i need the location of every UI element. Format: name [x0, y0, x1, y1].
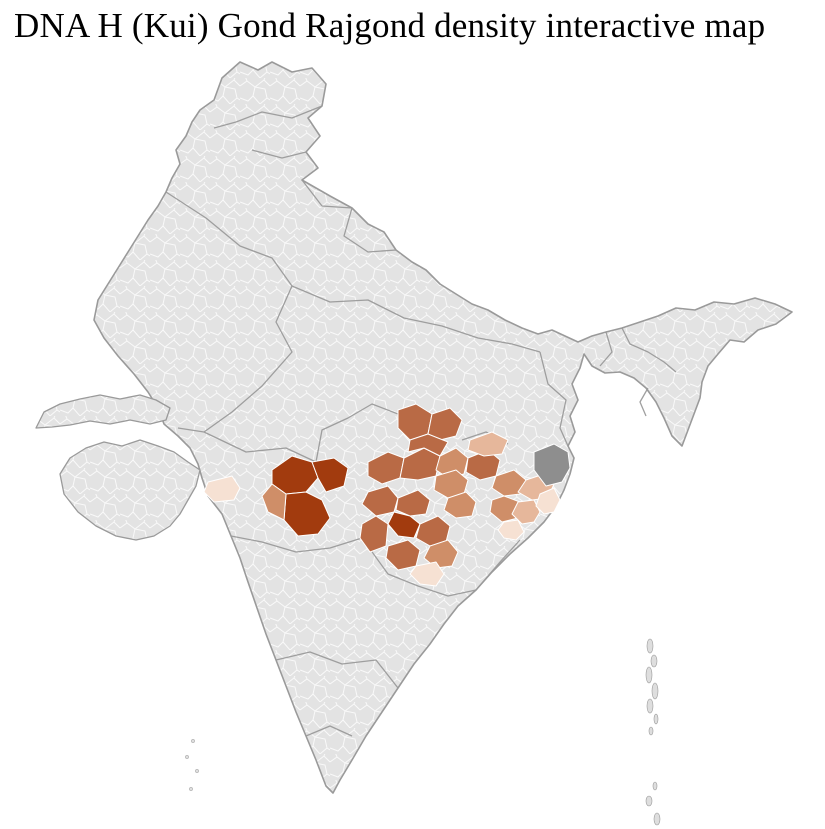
district-shape[interactable]: [203, 475, 241, 503]
district-shape[interactable]: [359, 515, 389, 553]
island[interactable]: [648, 726, 654, 736]
district-shape[interactable]: [443, 491, 477, 519]
island[interactable]: [653, 812, 661, 826]
district-shape[interactable]: [491, 469, 527, 497]
highlighted-districts: [203, 403, 571, 587]
kutch-peninsula[interactable]: [35, 394, 171, 429]
island[interactable]: [653, 713, 659, 725]
region-no-data[interactable]: [533, 443, 571, 487]
island[interactable]: [189, 787, 193, 791]
island[interactable]: [646, 698, 654, 714]
district-shape[interactable]: [435, 447, 469, 479]
page-title: DNA H (Kui) Gond Rajgond density interac…: [14, 6, 766, 45]
district-shape[interactable]: [395, 489, 431, 517]
island[interactable]: [645, 666, 653, 684]
district-shape[interactable]: [261, 483, 287, 521]
district-shape[interactable]: [283, 491, 331, 537]
district-shape[interactable]: [409, 561, 445, 587]
island[interactable]: [646, 638, 654, 654]
island[interactable]: [185, 755, 189, 759]
district-shape[interactable]: [497, 519, 525, 541]
district-shape[interactable]: [423, 539, 459, 569]
kathiawar-peninsula[interactable]: [59, 439, 201, 541]
district-shape[interactable]: [511, 499, 541, 525]
district-shape[interactable]: [311, 457, 349, 493]
district-shape[interactable]: [535, 487, 561, 515]
state-borders: [165, 105, 677, 737]
island[interactable]: [195, 769, 199, 773]
island[interactable]: [645, 795, 653, 807]
island[interactable]: [650, 654, 658, 668]
island[interactable]: [651, 682, 659, 700]
island[interactable]: [652, 781, 658, 791]
district-shape[interactable]: [467, 431, 509, 457]
lakshadweep-islands[interactable]: [185, 739, 199, 791]
andaman-nicobar-islands[interactable]: [645, 638, 661, 826]
island[interactable]: [191, 739, 195, 743]
